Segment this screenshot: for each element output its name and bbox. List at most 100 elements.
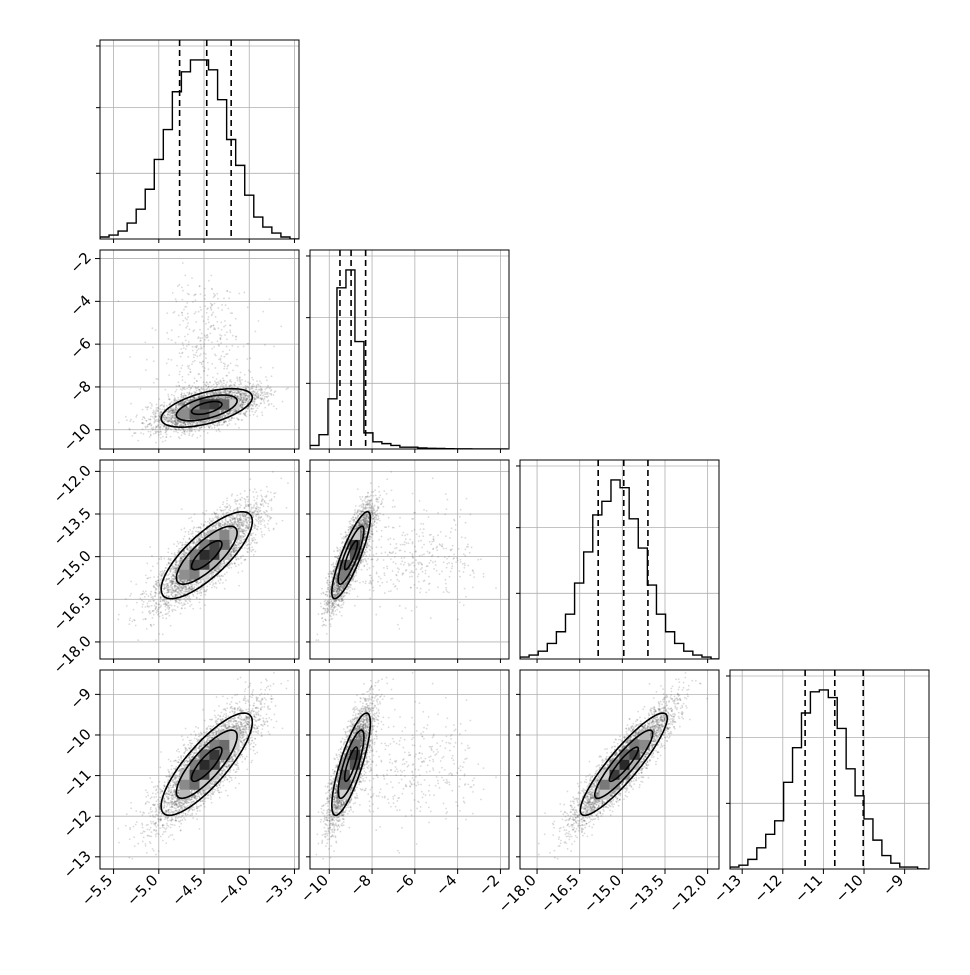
scatter-point	[243, 400, 245, 402]
scatter-point	[248, 386, 250, 388]
scatter-point	[240, 383, 242, 385]
scatter-point	[228, 372, 230, 374]
scatter-point	[213, 384, 215, 386]
scatter-point	[264, 391, 266, 393]
scatter-point	[170, 429, 172, 431]
scatter-point	[200, 344, 202, 346]
scatter-point	[202, 512, 204, 514]
scatter-point	[128, 428, 130, 430]
scatter-point	[228, 390, 230, 392]
scatter-point	[213, 346, 215, 348]
scatter-point	[244, 490, 246, 492]
scatter-point	[256, 415, 258, 417]
scatter-point	[174, 397, 176, 399]
scatter-point	[264, 407, 266, 409]
histogram-frame-1	[100, 40, 299, 239]
scatter-point	[208, 322, 210, 324]
scatter-point	[249, 405, 251, 407]
scatter-point	[194, 313, 196, 315]
scatter-point	[208, 385, 210, 387]
scatter-point	[276, 408, 278, 410]
scatter-point	[229, 324, 231, 326]
scatter-point	[133, 421, 135, 423]
scatter-point	[270, 387, 272, 389]
scatter-point	[187, 429, 189, 431]
scatter-point	[248, 538, 250, 540]
scatter-point	[149, 546, 151, 548]
scatter-point	[183, 309, 185, 311]
scatter-point	[151, 327, 153, 329]
scatter-point	[151, 405, 153, 407]
scatter-point	[254, 411, 256, 413]
scatter-point	[150, 416, 152, 418]
scatter-point	[164, 389, 166, 391]
scatter-point	[143, 433, 145, 435]
scatter-point	[179, 324, 181, 326]
scatter-point	[156, 404, 158, 406]
scatter-point	[203, 381, 205, 383]
scatter-point	[210, 309, 212, 311]
scatter-point	[206, 425, 208, 427]
scatter-point	[214, 303, 216, 305]
scatter-point	[259, 389, 261, 391]
scatter-point	[204, 298, 206, 300]
scatter-point	[261, 389, 263, 391]
scatter-point	[191, 435, 193, 437]
scatter-point	[254, 542, 256, 544]
scatter-panel-3-1	[100, 460, 299, 659]
density-cell	[180, 409, 190, 419]
scatter-point	[192, 346, 194, 348]
scatter-point	[191, 430, 193, 432]
scatter-point	[184, 424, 186, 426]
scatter-point	[155, 427, 157, 429]
scatter-point	[206, 312, 208, 314]
scatter-point	[145, 427, 147, 429]
scatter-point	[159, 573, 161, 575]
scatter-point	[140, 388, 142, 390]
scatter-point	[223, 297, 225, 299]
scatter-point	[286, 388, 288, 390]
scatter-point	[246, 400, 248, 402]
scatter-point	[240, 413, 242, 415]
scatter-point	[152, 565, 154, 567]
scatter-point	[215, 316, 217, 318]
scatter-point	[209, 392, 211, 394]
scatter-point	[258, 393, 260, 395]
scatter-point	[143, 423, 145, 425]
scatter-point	[192, 350, 194, 352]
scatter-point	[188, 367, 190, 369]
scatter-point	[209, 424, 211, 426]
scatter-point	[200, 353, 202, 355]
scatter-point	[145, 406, 147, 408]
scatter-point	[197, 387, 199, 389]
scatter-point	[168, 412, 170, 414]
scatter-point	[188, 344, 190, 346]
scatter-point	[254, 488, 256, 490]
scatter-point	[152, 416, 154, 418]
scatter-point	[200, 435, 202, 437]
scatter-point	[229, 291, 231, 293]
scatter-point	[241, 379, 243, 381]
histogram-panel-2	[310, 250, 509, 449]
scatter-point	[225, 385, 227, 387]
scatter-point	[199, 428, 201, 430]
scatter-point	[177, 432, 179, 434]
scatter-point	[150, 425, 152, 427]
scatter-point	[146, 359, 148, 361]
scatter-point	[228, 297, 230, 299]
scatter-point	[194, 513, 196, 515]
histogram-frame-3	[520, 460, 719, 659]
scatter-point	[207, 336, 209, 338]
scatter-point	[177, 423, 179, 425]
scatter-point	[267, 395, 269, 397]
scatter-point	[160, 437, 162, 439]
scatter-point	[225, 353, 227, 355]
scatter-point	[180, 348, 182, 350]
scatter-point	[179, 437, 181, 439]
scatter-point	[230, 362, 232, 364]
scatter-point	[224, 365, 226, 367]
scatter-point	[275, 390, 277, 392]
scatter-point	[273, 394, 275, 396]
scatter-point	[252, 390, 254, 392]
scatter-point	[169, 403, 171, 405]
